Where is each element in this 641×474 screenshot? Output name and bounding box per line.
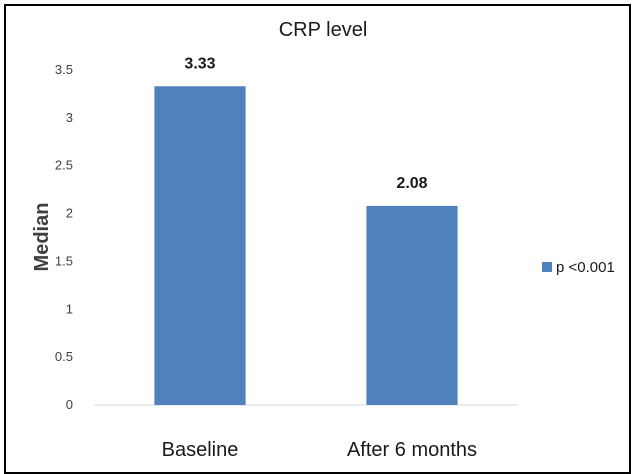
y-tick-label: 3 xyxy=(66,110,73,125)
bar-after-6-months xyxy=(366,205,458,405)
data-labels-group: 3.33 2.08 xyxy=(184,55,427,192)
y-tick-label: 2 xyxy=(66,206,73,221)
category-label: Baseline xyxy=(162,439,239,461)
chart-frame xyxy=(4,4,631,474)
y-tick-label: 1 xyxy=(66,301,73,316)
bar-baseline xyxy=(154,86,246,406)
legend-swatch xyxy=(542,262,552,272)
category-labels-group: Baseline After 6 months xyxy=(162,439,477,461)
y-axis-label: Median xyxy=(31,203,53,272)
y-tick-label: 0 xyxy=(66,397,73,412)
bars-group xyxy=(154,86,458,406)
legend-label: p <0.001 xyxy=(556,259,615,276)
data-label: 3.33 xyxy=(184,55,215,72)
y-tick-label: 0.5 xyxy=(55,349,73,364)
chart-title: CRP level xyxy=(279,19,368,41)
y-tick-label: 1.5 xyxy=(55,253,73,268)
category-label: After 6 months xyxy=(347,439,477,461)
y-tick-label: 3.5 xyxy=(55,62,73,77)
legend: p <0.001 xyxy=(542,259,615,276)
y-tick-labels: 0 0.5 1 1.5 2 2.5 3 3.5 xyxy=(55,62,73,412)
data-label: 2.08 xyxy=(396,175,427,192)
y-tick-label: 2.5 xyxy=(55,158,73,173)
